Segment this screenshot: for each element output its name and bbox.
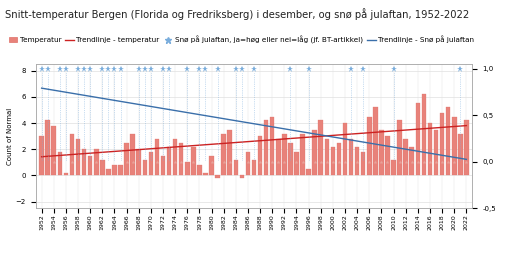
Bar bbox=[312, 129, 317, 175]
Bar bbox=[161, 156, 165, 175]
Bar bbox=[337, 143, 341, 175]
Bar bbox=[106, 169, 111, 175]
Bar bbox=[51, 126, 56, 175]
Bar bbox=[137, 149, 141, 175]
Bar bbox=[45, 120, 50, 175]
Bar bbox=[416, 103, 420, 175]
Bar bbox=[434, 129, 438, 175]
Bar bbox=[94, 149, 99, 175]
Bar bbox=[118, 165, 123, 175]
Bar bbox=[367, 116, 371, 175]
Bar bbox=[258, 136, 262, 175]
Legend: Temperatur, Trendlinje - temperatur, Snø på julaftan, ja=høg eller nei=låg (jf. : Temperatur, Trendlinje - temperatur, Snø… bbox=[9, 36, 474, 44]
Bar bbox=[221, 134, 226, 175]
Bar bbox=[403, 139, 408, 175]
Bar bbox=[331, 147, 335, 175]
Bar bbox=[173, 139, 177, 175]
Bar bbox=[264, 120, 268, 175]
Bar bbox=[306, 169, 311, 175]
Bar bbox=[203, 173, 208, 175]
Bar bbox=[131, 134, 135, 175]
Bar bbox=[440, 113, 444, 175]
Bar bbox=[64, 173, 68, 175]
Bar bbox=[82, 149, 86, 175]
Bar bbox=[349, 139, 354, 175]
Bar bbox=[385, 136, 390, 175]
Bar bbox=[282, 134, 287, 175]
Bar bbox=[464, 120, 469, 175]
Bar bbox=[397, 120, 402, 175]
Bar bbox=[409, 147, 414, 175]
Bar bbox=[361, 152, 365, 175]
Bar bbox=[197, 165, 202, 175]
Bar bbox=[252, 160, 256, 175]
Bar bbox=[343, 123, 347, 175]
Bar bbox=[240, 175, 244, 178]
Bar bbox=[446, 107, 451, 175]
Text: Snitt-temperatur Bergen (Florida og Fredriksberg) i desember, og snø på julaftan: Snitt-temperatur Bergen (Florida og Fred… bbox=[5, 8, 469, 20]
Bar bbox=[452, 116, 457, 175]
Bar bbox=[39, 136, 44, 175]
Bar bbox=[246, 152, 250, 175]
Y-axis label: Count of Normal: Count of Normal bbox=[7, 108, 13, 165]
Bar bbox=[70, 134, 74, 175]
Bar bbox=[234, 160, 238, 175]
Bar bbox=[57, 152, 62, 175]
Bar bbox=[124, 143, 129, 175]
Bar bbox=[209, 156, 214, 175]
Bar bbox=[228, 129, 232, 175]
Bar bbox=[373, 107, 377, 175]
Bar bbox=[355, 147, 360, 175]
Bar bbox=[300, 134, 305, 175]
Bar bbox=[428, 123, 432, 175]
Bar bbox=[319, 120, 323, 175]
Bar bbox=[112, 165, 117, 175]
Bar bbox=[422, 94, 426, 175]
Bar bbox=[325, 139, 329, 175]
Bar bbox=[391, 160, 396, 175]
Bar bbox=[143, 160, 147, 175]
Bar bbox=[191, 147, 196, 175]
Bar bbox=[154, 139, 159, 175]
Bar bbox=[379, 129, 384, 175]
Bar bbox=[100, 160, 105, 175]
Bar bbox=[88, 156, 92, 175]
Bar bbox=[148, 152, 153, 175]
Bar bbox=[270, 116, 274, 175]
Bar bbox=[215, 175, 220, 178]
Bar bbox=[167, 147, 171, 175]
Bar bbox=[76, 139, 80, 175]
Bar bbox=[276, 139, 280, 175]
Bar bbox=[179, 143, 183, 175]
Bar bbox=[458, 134, 463, 175]
Bar bbox=[294, 152, 299, 175]
Bar bbox=[288, 143, 293, 175]
Bar bbox=[185, 162, 189, 175]
